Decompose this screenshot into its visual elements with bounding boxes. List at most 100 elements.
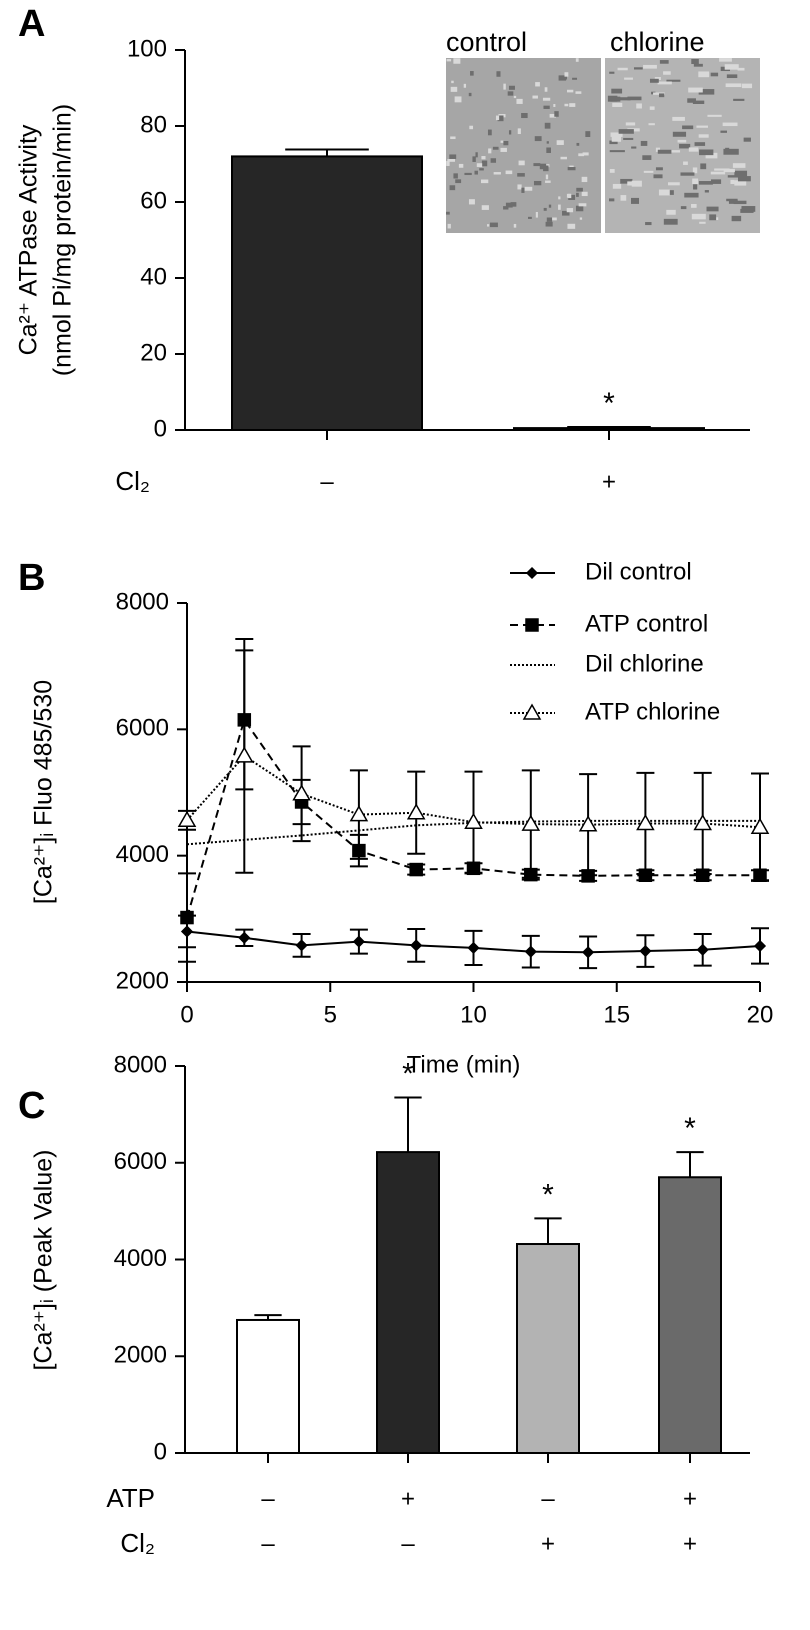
x-tick-label: +: [541, 1530, 555, 1557]
micrograph-speck: [698, 181, 713, 185]
micrograph-speck: [503, 83, 506, 90]
micrograph-speck: [546, 217, 553, 222]
micrograph-speck: [582, 152, 589, 156]
micrograph-speck: [653, 174, 663, 179]
micrograph-speck: [618, 97, 631, 101]
micrograph-speck: [575, 91, 582, 94]
micrograph-speck: [453, 173, 458, 179]
micrograph-speck: [666, 209, 676, 215]
legend-label: Dil control: [585, 558, 692, 585]
marker: [750, 817, 770, 834]
micrograph-speck: [554, 111, 559, 117]
micrograph-speck: [653, 92, 665, 95]
micrograph-speck: [500, 140, 504, 143]
y-tick-label: 4000: [116, 841, 169, 868]
micrograph-speck: [581, 176, 588, 183]
x-axis-label: Time (min): [407, 1051, 521, 1078]
micrograph-speck: [581, 191, 588, 197]
micrograph-speck: [691, 213, 706, 220]
micrograph-speck: [710, 179, 722, 184]
micrograph-speck: [667, 182, 680, 186]
micrograph-speck: [737, 176, 751, 182]
micrograph-speck: [558, 204, 561, 210]
micrograph-speck: [636, 103, 642, 109]
micrograph-speck: [643, 64, 657, 69]
micrograph-speck: [545, 221, 553, 227]
micrograph-speck: [474, 170, 478, 175]
micrograph-speck: [706, 206, 719, 212]
micrograph-speck: [454, 96, 462, 103]
micrograph-speck: [486, 224, 490, 227]
image-label: chlorine: [610, 27, 705, 57]
micrograph-speck: [503, 140, 509, 146]
micrograph-speck: [654, 77, 661, 80]
y-tick-label: 4000: [114, 1245, 167, 1272]
micrograph-speck: [458, 163, 464, 168]
y-tick-label: 0: [154, 1438, 167, 1465]
micrograph-speck: [469, 125, 474, 130]
micrograph-speck: [714, 168, 730, 171]
micrograph-speck: [719, 58, 732, 62]
micrograph-speck: [476, 163, 483, 167]
micrograph-speck: [490, 158, 497, 163]
significance-marker: *: [402, 1057, 414, 1090]
micrograph-speck: [617, 67, 628, 71]
micrograph-speck: [495, 115, 500, 121]
micrograph-speck: [643, 170, 654, 173]
bar: [376, 1151, 440, 1455]
micrograph-speck: [659, 60, 669, 64]
micrograph-speck: [737, 67, 745, 71]
micrograph-speck: [562, 210, 570, 216]
y-tick-label: 60: [140, 187, 167, 214]
x-tick-label: +: [683, 1530, 697, 1557]
micrograph-speck: [449, 154, 457, 159]
micrograph-speck: [517, 173, 525, 177]
micrograph-speck: [743, 137, 751, 142]
y-tick-label: 6000: [114, 1148, 167, 1175]
x-tick-label: 10: [460, 1001, 487, 1028]
micrograph-speck: [558, 196, 561, 200]
micrograph-speck: [610, 132, 623, 137]
micrograph-speck: [734, 180, 747, 186]
micrograph-speck: [493, 172, 501, 175]
micrograph-speck: [680, 206, 687, 210]
micrograph-speck: [579, 217, 583, 220]
micrograph-speck: [446, 211, 450, 215]
micrograph-speck: [508, 85, 515, 90]
micrograph-speck: [544, 122, 551, 129]
micrograph-speck: [642, 155, 652, 160]
x-tick-label: +: [602, 468, 616, 495]
marker: [180, 910, 194, 925]
row-label: Cl₂: [115, 466, 150, 496]
micrograph-speck: [710, 72, 719, 77]
micrograph-speck: [464, 172, 472, 176]
micrograph-speck: [553, 103, 556, 107]
micrograph-speck: [625, 122, 636, 126]
micrograph-speck: [576, 142, 580, 146]
micrograph-speck: [489, 222, 498, 228]
micrograph-speck: [724, 64, 739, 70]
micrograph-speck: [446, 59, 452, 62]
legend-marker: [525, 566, 539, 580]
micrograph-speck: [688, 147, 699, 152]
panel-label: A: [18, 3, 45, 45]
micrograph-speck: [556, 140, 564, 145]
micrograph-speck: [546, 141, 549, 144]
micrograph-speck: [468, 92, 472, 97]
x-tick-label: +: [401, 1485, 415, 1512]
micrograph-speck: [659, 93, 665, 98]
micrograph-speck: [707, 114, 722, 117]
micrograph-speck: [612, 102, 623, 107]
micrograph-speck: [449, 185, 456, 191]
micrograph-speck: [704, 190, 709, 193]
micrograph-speck: [578, 153, 585, 157]
y-axis-label: [Ca²⁺]ᵢ Fluo 485/530: [30, 680, 58, 904]
micrograph-speck: [450, 86, 458, 92]
micrograph-speck: [543, 207, 547, 211]
micrograph-speck: [575, 58, 579, 62]
panel-label: B: [18, 557, 45, 599]
marker: [578, 815, 598, 832]
micrograph-speck: [727, 175, 741, 178]
bar: [231, 155, 423, 431]
